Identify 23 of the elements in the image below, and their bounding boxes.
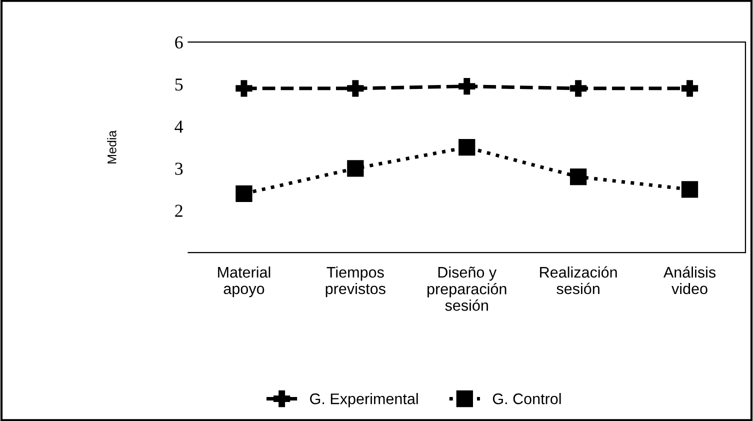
x-tick-label: Material apoyo — [218, 266, 270, 298]
point — [458, 78, 476, 95]
point — [236, 80, 252, 97]
point — [347, 80, 364, 97]
point — [570, 80, 587, 97]
point — [681, 181, 698, 198]
legend-label: G. Control — [492, 393, 561, 404]
x-tick-label: Análisis video — [663, 266, 716, 294]
y-tick-label: 6 — [175, 36, 183, 49]
y-tick-label: 4 — [174, 120, 184, 133]
point — [347, 160, 364, 177]
point — [236, 185, 252, 202]
y-tick-label: 5 — [175, 78, 183, 91]
point — [458, 139, 476, 156]
x-tick-label: Realización sesión — [540, 266, 617, 294]
y-tick-label: 2 — [175, 204, 182, 217]
y-tick-label: 3 — [175, 162, 183, 175]
x-tick-label: Diseño y preparación sesión — [428, 266, 506, 311]
point — [681, 80, 698, 97]
legend-label: G. Experimental — [310, 393, 418, 408]
x-tick-label: Tiempos previstos — [326, 266, 386, 298]
y-axis-title: Media — [107, 130, 116, 164]
point — [570, 168, 587, 186]
